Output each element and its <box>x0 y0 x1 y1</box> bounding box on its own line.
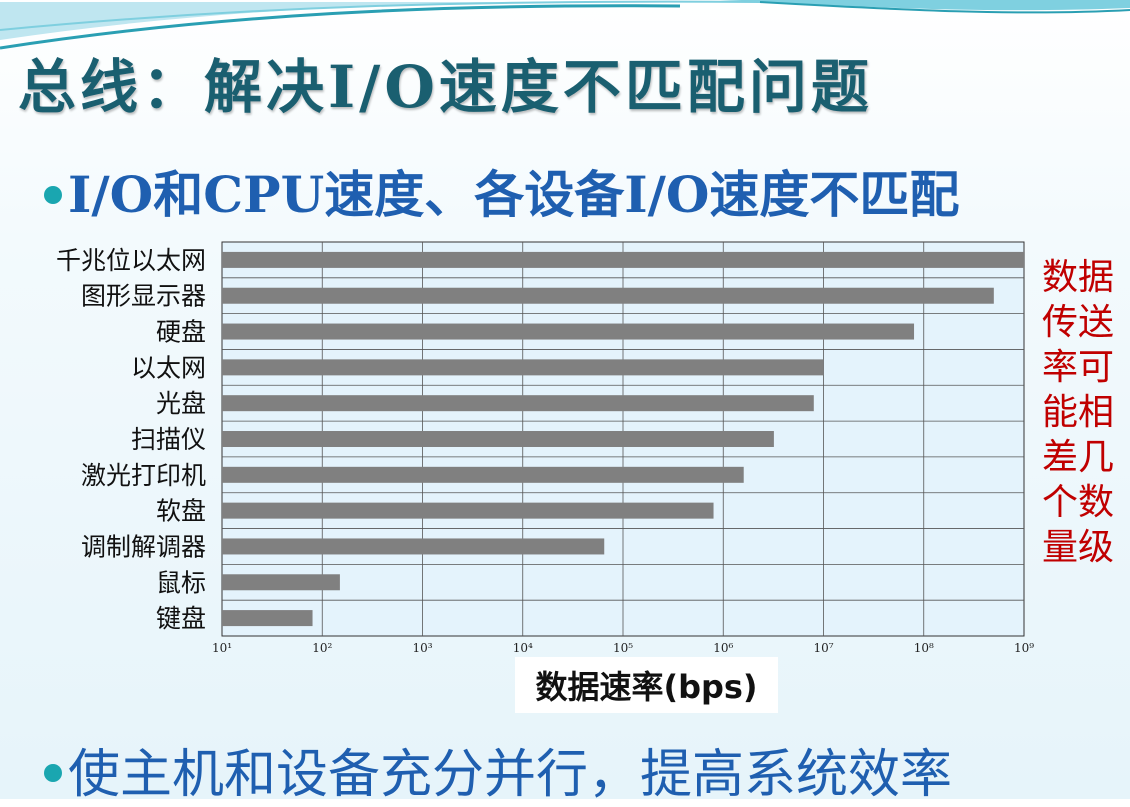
category-label: 千兆位以太网 <box>56 246 206 275</box>
category-label: 以太网 <box>131 353 206 382</box>
category-label: 光盘 <box>156 389 206 418</box>
bar <box>222 359 824 376</box>
category-label: 图形显示器 <box>81 282 206 311</box>
bar <box>222 431 774 447</box>
x-tick-label: 10⁹ <box>1014 641 1034 655</box>
bar <box>222 287 994 304</box>
bullet-1: I/O和CPU速度、各设备I/O速度不匹配 <box>44 155 959 227</box>
bar <box>222 610 313 627</box>
category-label: 软盘 <box>156 497 206 526</box>
x-tick-label: 10² <box>312 641 332 655</box>
bar <box>222 538 605 555</box>
category-label: 键盘 <box>156 604 206 633</box>
bar <box>222 395 814 412</box>
side-note: 数据传送率可能相差几个数量级 <box>1042 257 1115 568</box>
x-tick-label: 10⁸ <box>914 641 934 655</box>
x-tick-label: 10⁷ <box>813 641 833 655</box>
category-label: 扫描仪 <box>131 425 206 454</box>
x-tick-label: 10⁶ <box>713 641 733 655</box>
category-label: 激光打印机 <box>81 461 206 490</box>
x-axis-title: 数据速率(bps) <box>535 668 758 706</box>
slide-title: 总线：解决I/O速度不匹配问题 <box>18 53 873 121</box>
bullet-dot-icon <box>44 186 62 204</box>
x-tick-label: 10⁵ <box>613 641 633 655</box>
bullet-2-text: 使主机和设备充分并行，提高系统效率 <box>68 745 953 805</box>
header-swoosh <box>0 0 1130 50</box>
x-tick-label: 10³ <box>412 641 432 655</box>
bullet-1-text: I/O和CPU速度、各设备I/O速度不匹配 <box>68 165 960 224</box>
bullet-dot-icon <box>44 763 62 782</box>
bar <box>222 466 744 483</box>
category-label: 硬盘 <box>156 318 206 347</box>
x-tick-label: 10¹ <box>212 641 232 655</box>
bar <box>222 251 1024 268</box>
x-tick-label: 10⁴ <box>513 641 533 655</box>
category-label: 鼠标 <box>156 568 206 597</box>
chart-layer: 10¹ 10² 10³ 10⁴ 10⁵ 10⁶ 10⁷ 10⁸ 10⁹ 千兆位以太网图形显示器硬盘… <box>56 241 1034 655</box>
bullet-2: 使主机和设备充分并行，提高系统效率 <box>44 732 952 807</box>
bar <box>222 574 340 591</box>
bar <box>222 502 714 519</box>
x-axis-title-box <box>515 657 778 713</box>
category-label: 调制解调器 <box>81 532 206 561</box>
bar <box>222 323 915 340</box>
bar-chart: 10¹ 10² 10³ 10⁴ 10⁵ 10⁶ 10⁷ 10⁸ 10⁹ 千兆位以太网图形显示器硬盘… <box>56 241 1034 655</box>
